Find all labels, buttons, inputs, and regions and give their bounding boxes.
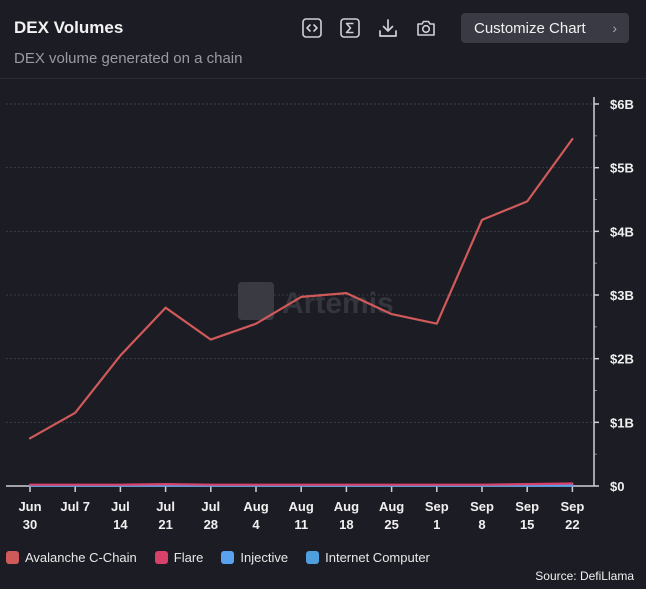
y-tick-label: $4B (610, 224, 634, 239)
legend-swatch (6, 551, 19, 564)
x-tick-label: Jul 21 (156, 499, 175, 532)
x-tick-label-line: Jun (18, 499, 41, 514)
x-tick-label-line: 4 (252, 517, 260, 532)
legend-label: Avalanche C-Chain (25, 550, 137, 565)
x-tick-label-line: Aug (289, 499, 314, 514)
legend-item-avalanche[interactable]: Avalanche C-Chain (6, 550, 137, 565)
download-icon[interactable] (376, 16, 400, 40)
x-tick-label: Jul 14 (111, 499, 130, 532)
x-tick-label-line: Sep (425, 499, 449, 514)
x-tick-label: Sep 22 (560, 499, 584, 532)
x-tick-label-line: Sep (470, 499, 494, 514)
x-tick-label-line: 1 (433, 517, 440, 532)
x-tick-label: Jul 28 (201, 499, 220, 532)
legend-swatch (221, 551, 235, 564)
x-tick-label-line: 22 (565, 517, 579, 532)
y-tick-label: $1B (610, 415, 634, 430)
x-tick-label-line: 18 (339, 517, 353, 532)
x-tick-label-line: 30 (23, 517, 37, 532)
x-tick-label-line: 28 (204, 517, 218, 532)
x-tick-label-line: Jul (111, 499, 130, 514)
x-tick-label-line: Aug (334, 499, 359, 514)
x-tick-label: Sep 1 (425, 499, 449, 532)
y-tick-label: $5B (610, 161, 634, 176)
x-tick-label-line: 14 (113, 517, 128, 532)
x-tick-label-line: Sep (560, 499, 584, 514)
x-tick-label-line: Aug (243, 499, 268, 514)
x-tick-label-line: 11 (294, 517, 308, 532)
x-tick-label-line: 15 (520, 517, 534, 532)
legend-swatch (154, 551, 168, 564)
customize-chart-label: Customize Chart (474, 19, 586, 37)
x-tick-label: Jun 30 (18, 499, 41, 532)
x-tick-label-line: 8 (478, 517, 485, 532)
customize-chart-button[interactable]: Customize Chart › (461, 13, 629, 43)
x-tick-label: Jul 7 (60, 499, 90, 514)
x-tick-label-line: Sep (515, 499, 539, 514)
sigma-icon[interactable] (338, 16, 362, 40)
watermark-logo (238, 282, 274, 320)
legend-label: Internet Computer (325, 550, 430, 565)
x-tick-label-line: Aug (379, 499, 404, 514)
x-tick-label-line: Jul (156, 499, 175, 514)
x-tick-label: Sep 8 (470, 499, 494, 532)
y-tick-label: $2B (610, 352, 634, 367)
chevron-right-icon: › (612, 20, 617, 36)
x-tick-label-line: 25 (384, 517, 398, 532)
header-divider (0, 78, 646, 79)
x-tick-label: Aug 18 (334, 499, 359, 532)
y-tick-label: $0 (610, 479, 624, 494)
series-lines (28, 137, 574, 487)
legend-item-flare[interactable]: Flare (154, 550, 204, 565)
x-tick-label-line: 21 (158, 517, 172, 532)
artemis-watermark: Artemis (238, 282, 394, 320)
x-tick-label-line: Jul (201, 499, 220, 514)
x-tick-label: Aug 11 (289, 499, 314, 532)
series-line-flare (28, 482, 574, 486)
source-note: Source: DefiLlama (535, 569, 634, 583)
y-tick-label: $3B (610, 288, 634, 303)
x-tick-label-line: Jul 7 (60, 499, 90, 514)
y-axis-labels: $0 $1B $2B $3B $4B $5B $6B (610, 97, 634, 494)
series-line-avalanche-c-chain (28, 137, 574, 440)
legend-label: Injective (240, 550, 289, 565)
chart-header: DEX Volumes DEX volume generated on a ch… (0, 0, 646, 78)
legend: Avalanche C-Chain Flare Injective Intern… (6, 550, 448, 565)
dex-volume-line-chart: Artemis $0 $1B $2B $3B $4B $5B $6B Jun 30 Jul 7 J… (6, 97, 634, 532)
chart-subtitle: DEX volume generated on a chain (14, 50, 243, 67)
x-tick-label: Aug 25 (379, 499, 404, 532)
camera-icon[interactable] (414, 16, 438, 40)
x-tick-label: Sep 15 (515, 499, 539, 532)
legend-swatch (306, 551, 320, 564)
x-tick-label: Aug 4 (243, 499, 268, 532)
y-tick-label: $6B (610, 97, 634, 112)
chart-title: DEX Volumes (14, 18, 124, 37)
code-embed-icon[interactable] (300, 16, 324, 40)
grid-lines (6, 103, 594, 423)
legend-label: Flare (173, 550, 204, 565)
legend-item-internet-computer[interactable]: Internet Computer (306, 550, 430, 565)
watermark-text: Artemis (282, 287, 394, 320)
legend-item-injective[interactable]: Injective (221, 550, 288, 565)
